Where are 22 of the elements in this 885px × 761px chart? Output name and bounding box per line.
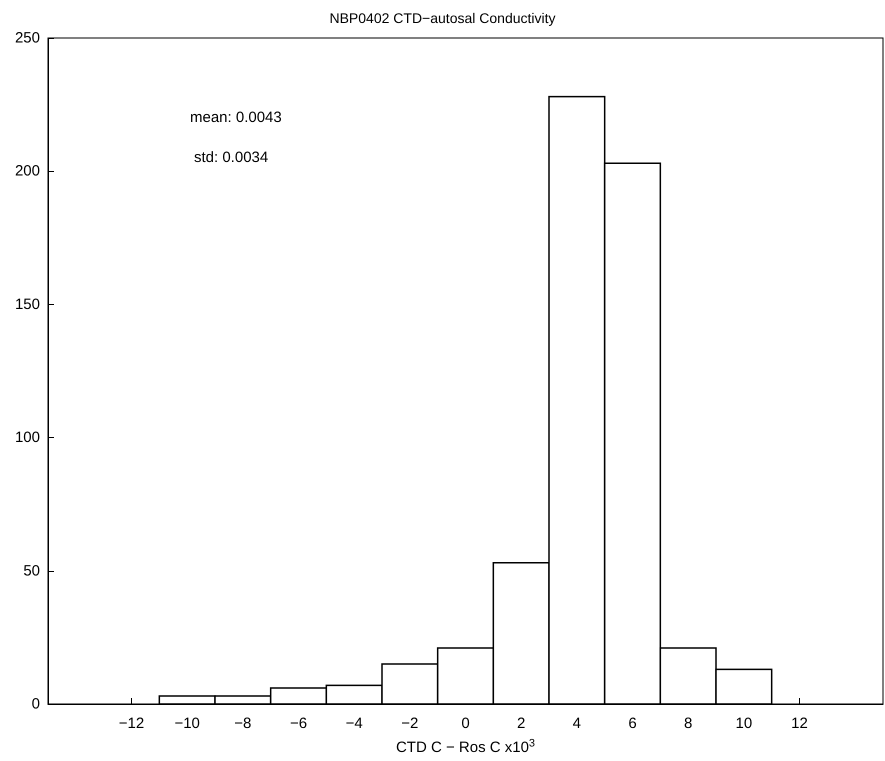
x-tick-label: −12 xyxy=(118,715,144,732)
x-tick-label: −6 xyxy=(290,715,308,732)
y-tick-label: 200 xyxy=(14,162,40,180)
annotation: std: 0.0034 xyxy=(194,149,268,166)
x-tick-label: 12 xyxy=(791,715,808,732)
x-tick-label: 8 xyxy=(684,715,692,732)
y-tick-label: 0 xyxy=(32,696,40,712)
x-tick-label: 2 xyxy=(516,715,526,732)
y-tick-label: 100 xyxy=(14,429,40,446)
y-tick-label: 250 xyxy=(14,30,40,46)
x-tick-label: −10 xyxy=(174,715,200,732)
x-tick-label: −2 xyxy=(401,715,418,732)
x-tick-label: 4 xyxy=(572,715,582,732)
x-tick-label: −8 xyxy=(234,715,252,732)
annotation: mean: 0.0043 xyxy=(190,109,282,126)
x-tick-label: 0 xyxy=(461,715,470,732)
x-tick-label: −4 xyxy=(346,715,363,732)
x-tick-label: 10 xyxy=(735,715,752,732)
y-tick-label: 50 xyxy=(23,562,40,580)
chart-title: NBP0402 CTD−autosal Conductivity xyxy=(329,10,556,26)
x-tick-label: 6 xyxy=(628,715,637,732)
y-tick-label: 150 xyxy=(14,296,40,313)
